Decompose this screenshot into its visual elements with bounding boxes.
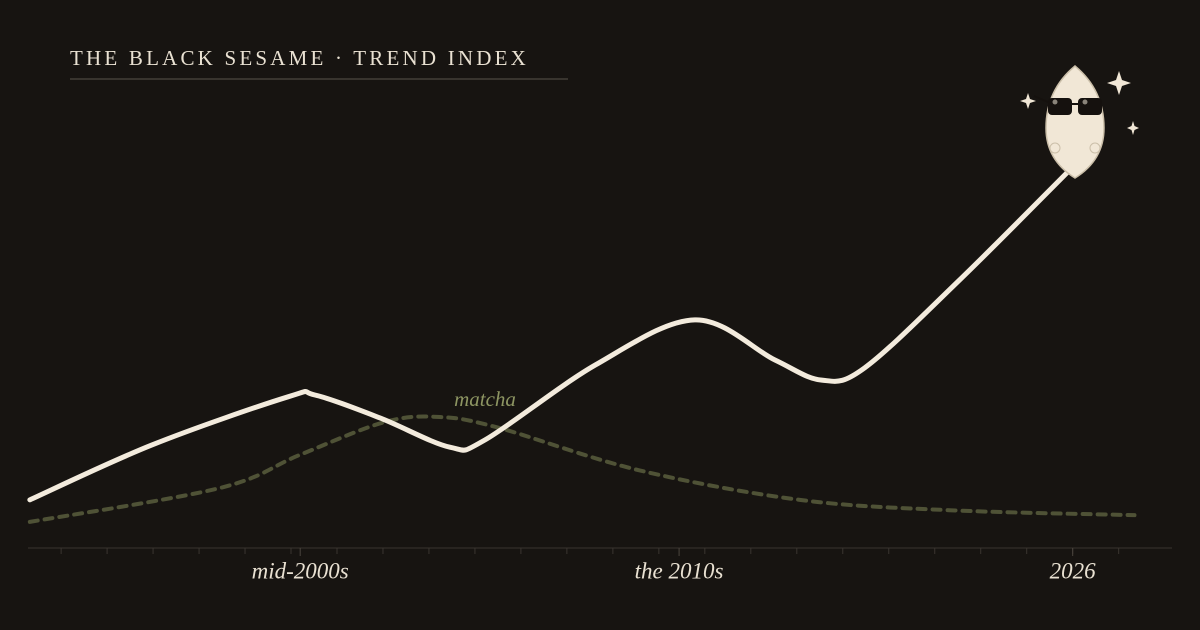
chart-title: THE BLACK SESAME · TREND INDEX xyxy=(70,46,529,70)
series-label: matcha xyxy=(454,387,516,411)
x-tick-label: mid-2000s xyxy=(252,558,349,583)
sparkle xyxy=(1127,121,1139,135)
trend-line xyxy=(27,167,1073,503)
sunglasses-lens xyxy=(1078,98,1102,115)
matcha-line xyxy=(27,414,1137,524)
x-tick-label: 2026 xyxy=(1050,558,1097,583)
sunglasses-arm xyxy=(1033,95,1049,103)
x-tick-label: the 2010s xyxy=(635,558,724,583)
sparkle xyxy=(1020,93,1036,109)
sparkle xyxy=(1107,71,1131,95)
sunglasses-lens xyxy=(1048,98,1072,115)
mascot xyxy=(1020,65,1139,179)
glint xyxy=(1082,99,1088,105)
glint xyxy=(1052,99,1058,105)
cheek xyxy=(1049,142,1061,154)
cheek xyxy=(1089,142,1101,154)
